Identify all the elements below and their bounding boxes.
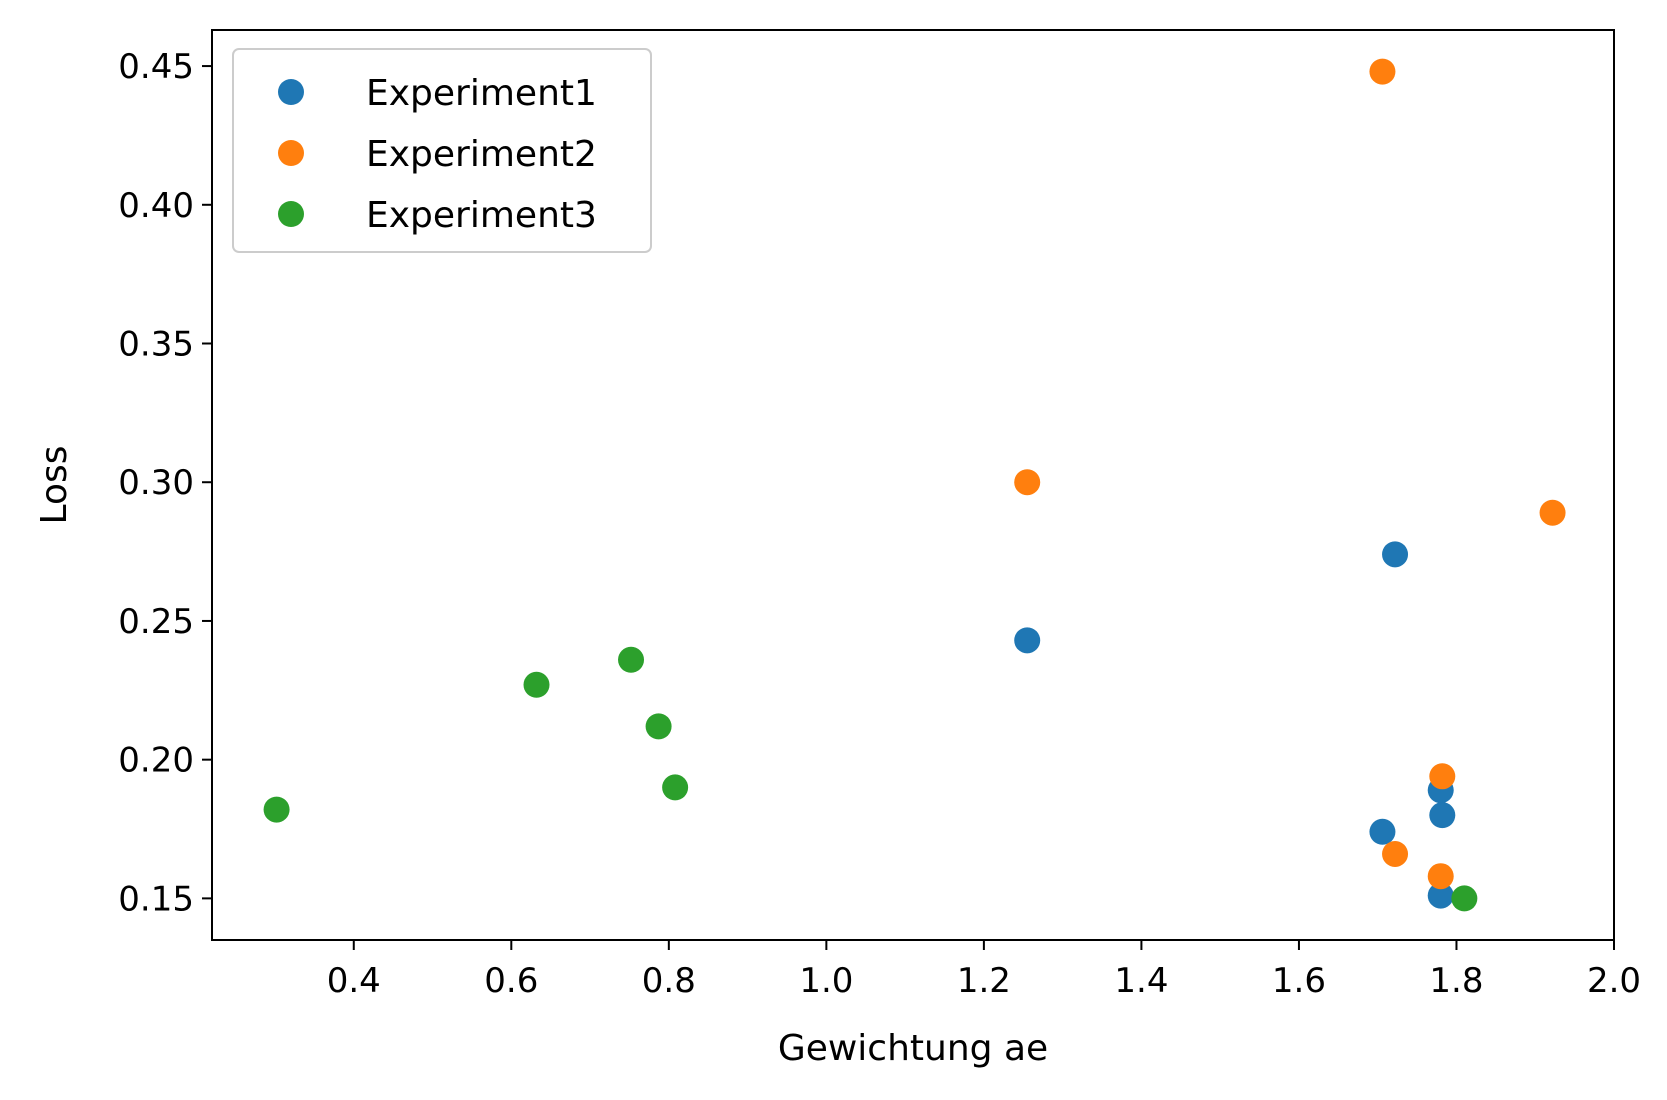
y-tick-label: 0.25 — [118, 602, 194, 642]
y-tick-label: 0.40 — [118, 186, 194, 226]
y-tick-label: 0.15 — [118, 879, 194, 919]
data-point-experiment1 — [1382, 541, 1409, 568]
data-point-experiment3 — [662, 774, 689, 801]
data-point-experiment3 — [618, 646, 645, 673]
y-axis-ticks: 0.15 0.20 0.25 0.30 0.35 0.40 0.45 — [118, 47, 212, 919]
data-point-experiment2 — [1382, 840, 1409, 867]
data-point-experiment1 — [1429, 802, 1456, 829]
data-point-experiment3 — [523, 671, 550, 698]
x-tick-label: 0.6 — [484, 961, 538, 1001]
y-tick-label: 0.20 — [118, 741, 194, 781]
y-tick-label: 0.45 — [118, 47, 194, 87]
x-axis-label: Gewichtung ae — [778, 1028, 1048, 1069]
x-tick-label: 1.0 — [799, 961, 853, 1001]
legend-frame — [232, 48, 652, 253]
y-tick-label: 0.30 — [118, 463, 194, 503]
plot-area-frame — [211, 29, 1615, 941]
legend-label: Experiment1 — [366, 73, 597, 114]
data-point-experiment3 — [645, 713, 672, 740]
x-tick-label: 1.2 — [957, 961, 1011, 1001]
data-point-experiment1 — [1014, 627, 1041, 654]
x-tick-label: 0.4 — [327, 961, 381, 1001]
data-points-layer — [263, 58, 1566, 912]
data-point-experiment2 — [1429, 763, 1456, 790]
data-point-experiment3 — [263, 796, 290, 823]
x-tick-label: 1.8 — [1429, 961, 1483, 1001]
x-axis-ticks: 0.4 0.6 0.8 1.0 1.2 1.4 1.6 1.8 2.0 — [327, 940, 1641, 1001]
data-point-experiment2 — [1369, 58, 1396, 85]
data-point-experiment1 — [1427, 882, 1454, 909]
legend-marker — [278, 79, 304, 105]
x-tick-label: 2.0 — [1587, 961, 1641, 1001]
data-point-experiment1 — [1369, 818, 1396, 845]
x-tick-label: 1.4 — [1114, 961, 1168, 1001]
x-tick-label: 1.6 — [1272, 961, 1326, 1001]
legend-marker — [278, 201, 304, 227]
legend: Experiment1 Experiment2 Experiment3 — [232, 48, 652, 253]
y-axis-label: Loss — [34, 446, 75, 525]
data-point-experiment2 — [1014, 469, 1041, 496]
legend-label: Experiment3 — [366, 195, 597, 236]
y-tick-label: 0.35 — [118, 325, 194, 365]
data-point-experiment2 — [1539, 499, 1566, 526]
data-point-experiment2 — [1427, 863, 1454, 890]
legend-marker — [278, 140, 304, 166]
x-tick-label: 0.8 — [642, 961, 696, 1001]
data-point-experiment3 — [1451, 885, 1478, 912]
legend-label: Experiment2 — [366, 134, 597, 175]
